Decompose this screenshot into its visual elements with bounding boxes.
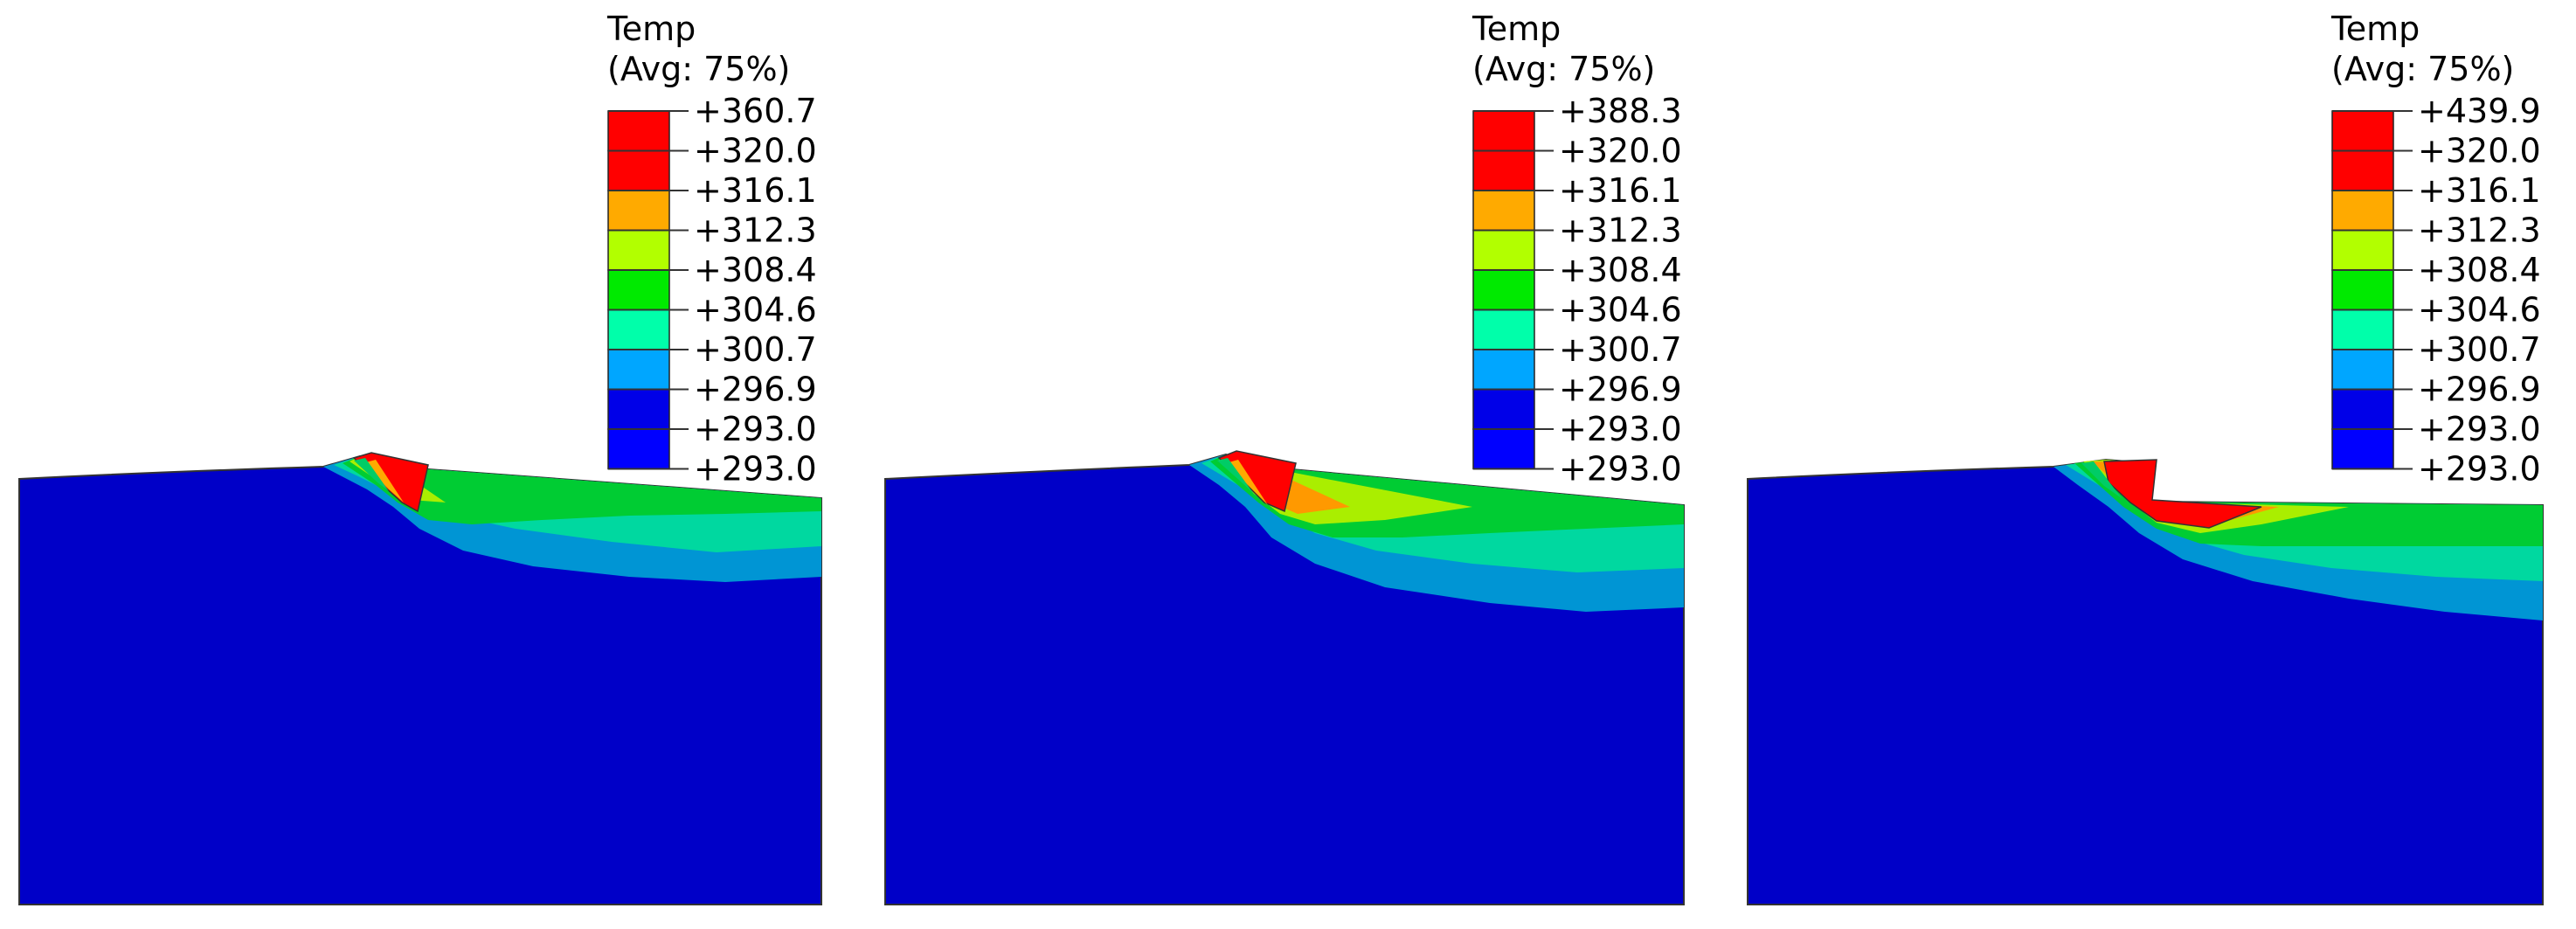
legend-tick-label: +304.6	[694, 291, 817, 329]
legend-tick-label: +316.1	[2418, 171, 2541, 210]
legend-swatch	[1472, 149, 1535, 191]
contour-plot-2: Temp (Avg: 75%) +388.3+320.0+316.1+312.3…	[884, 10, 1685, 905]
legend-swatch	[2331, 110, 2394, 152]
legend-tick-label: +304.6	[2418, 291, 2541, 329]
contour-plot-3: Temp (Avg: 75%) +439.9+320.0+316.1+312.3…	[1747, 10, 2544, 905]
legend-tick-label: +312.3	[1559, 211, 1682, 250]
legend-ticks: +388.3+320.0+316.1+312.3+308.4+304.6+300…	[1473, 92, 1682, 489]
legend-subtitle: (Avg: 75%)	[2331, 50, 2514, 88]
legend-ticks: +439.9+320.0+316.1+312.3+308.4+304.6+300…	[2332, 92, 2541, 489]
chip-gradient-green	[1217, 458, 1254, 494]
legend-tick-label: +293.0	[1559, 410, 1682, 448]
legend-swatch	[607, 309, 670, 350]
legend-tick-label: +308.4	[2418, 251, 2541, 289]
chip-gradient-green	[2081, 461, 2122, 498]
legend-title: Temp	[1472, 10, 1561, 48]
legend-colorbar	[1472, 110, 1535, 470]
legend-tick-label: +308.4	[1559, 251, 1682, 289]
legend-tick-label: +308.4	[694, 251, 817, 289]
legend-swatch	[607, 110, 670, 152]
legend-tick-label: +439.9	[2418, 92, 2541, 130]
legend-ticks: +360.7+320.0+316.1+312.3+308.4+304.6+300…	[608, 92, 817, 489]
legend-swatch	[1472, 190, 1535, 232]
legend-swatch	[2331, 149, 2394, 191]
contour-plot-1: Temp (Avg: 75%) +360.7+320.0+316.1+312.3…	[18, 10, 822, 905]
legend-swatch	[1472, 309, 1535, 350]
legend-subtitle: (Avg: 75%)	[607, 50, 790, 88]
panel-3: Temp (Avg: 75%) +439.9 +320.0 +316.1 +312.3…	[1720, 0, 2576, 929]
legend-tick-label: +293.0	[2418, 410, 2541, 448]
legend-swatch	[2331, 229, 2394, 271]
legend-swatch	[1472, 388, 1535, 430]
legend-tick-label: +293.0	[694, 410, 817, 448]
legend-swatch	[607, 190, 670, 232]
legend-tick-label: +312.3	[2418, 211, 2541, 250]
legend-tick-label: +316.1	[694, 171, 817, 210]
legend-swatch	[2331, 190, 2394, 232]
legend-tick-label: +300.7	[694, 330, 817, 369]
legend-tick-label: +316.1	[1559, 171, 1682, 210]
legend-subtitle: (Avg: 75%)	[1472, 50, 1655, 88]
legend-tick-label: +320.0	[2418, 132, 2541, 170]
legend-swatch	[1472, 110, 1535, 152]
legend-tick-label: +388.3	[1559, 92, 1682, 130]
legend-swatch	[607, 388, 670, 430]
legend-swatch	[607, 269, 670, 311]
legend-swatch	[2331, 388, 2394, 430]
panel-2: Temp (Avg: 75%) +388.3 +320.0 +316.1 +312.3…	[861, 0, 1720, 929]
legend-swatch	[1472, 229, 1535, 271]
legend-swatch	[2331, 309, 2394, 350]
panel-1: Temp (Avg: 75%) +360.7 +320.0 +316.1 +312.3…	[0, 0, 859, 929]
legend-swatch	[607, 349, 670, 391]
legend-swatch	[607, 149, 670, 191]
legend-swatch	[1472, 428, 1535, 470]
legend-tick-label: +293.0	[694, 450, 817, 489]
legend-tick-label: +296.9	[1559, 371, 1682, 409]
legend-swatch	[2331, 349, 2394, 391]
legend-tick-label: +293.0	[2418, 450, 2541, 489]
legend-swatch	[607, 229, 670, 271]
legend-tick-label: +296.9	[694, 371, 817, 409]
legend-title: Temp	[606, 10, 696, 48]
legend-tick-label: +320.0	[694, 132, 817, 170]
legend-colorbar	[607, 110, 670, 470]
legend-tick-label: +300.7	[1559, 330, 1682, 369]
legend-swatch	[1472, 349, 1535, 391]
legend-title: Temp	[2330, 10, 2420, 48]
legend-tick-label: +312.3	[694, 211, 817, 250]
legend-tick-label: +296.9	[2418, 371, 2541, 409]
legend-tick-label: +360.7	[694, 92, 817, 130]
legend-swatch	[607, 428, 670, 470]
chip	[2103, 459, 2262, 529]
legend-swatch	[1472, 269, 1535, 311]
legend-swatch	[2331, 428, 2394, 470]
legend-swatch	[2331, 269, 2394, 311]
legend-tick-label: +304.6	[1559, 291, 1682, 329]
zone-304-6	[343, 456, 821, 524]
legend-tick-label: +320.0	[1559, 132, 1682, 170]
chip-gradient-green	[354, 458, 389, 491]
legend-tick-label: +300.7	[2418, 330, 2541, 369]
legend-colorbar	[2331, 110, 2394, 470]
legend-tick-label: +293.0	[1559, 450, 1682, 489]
